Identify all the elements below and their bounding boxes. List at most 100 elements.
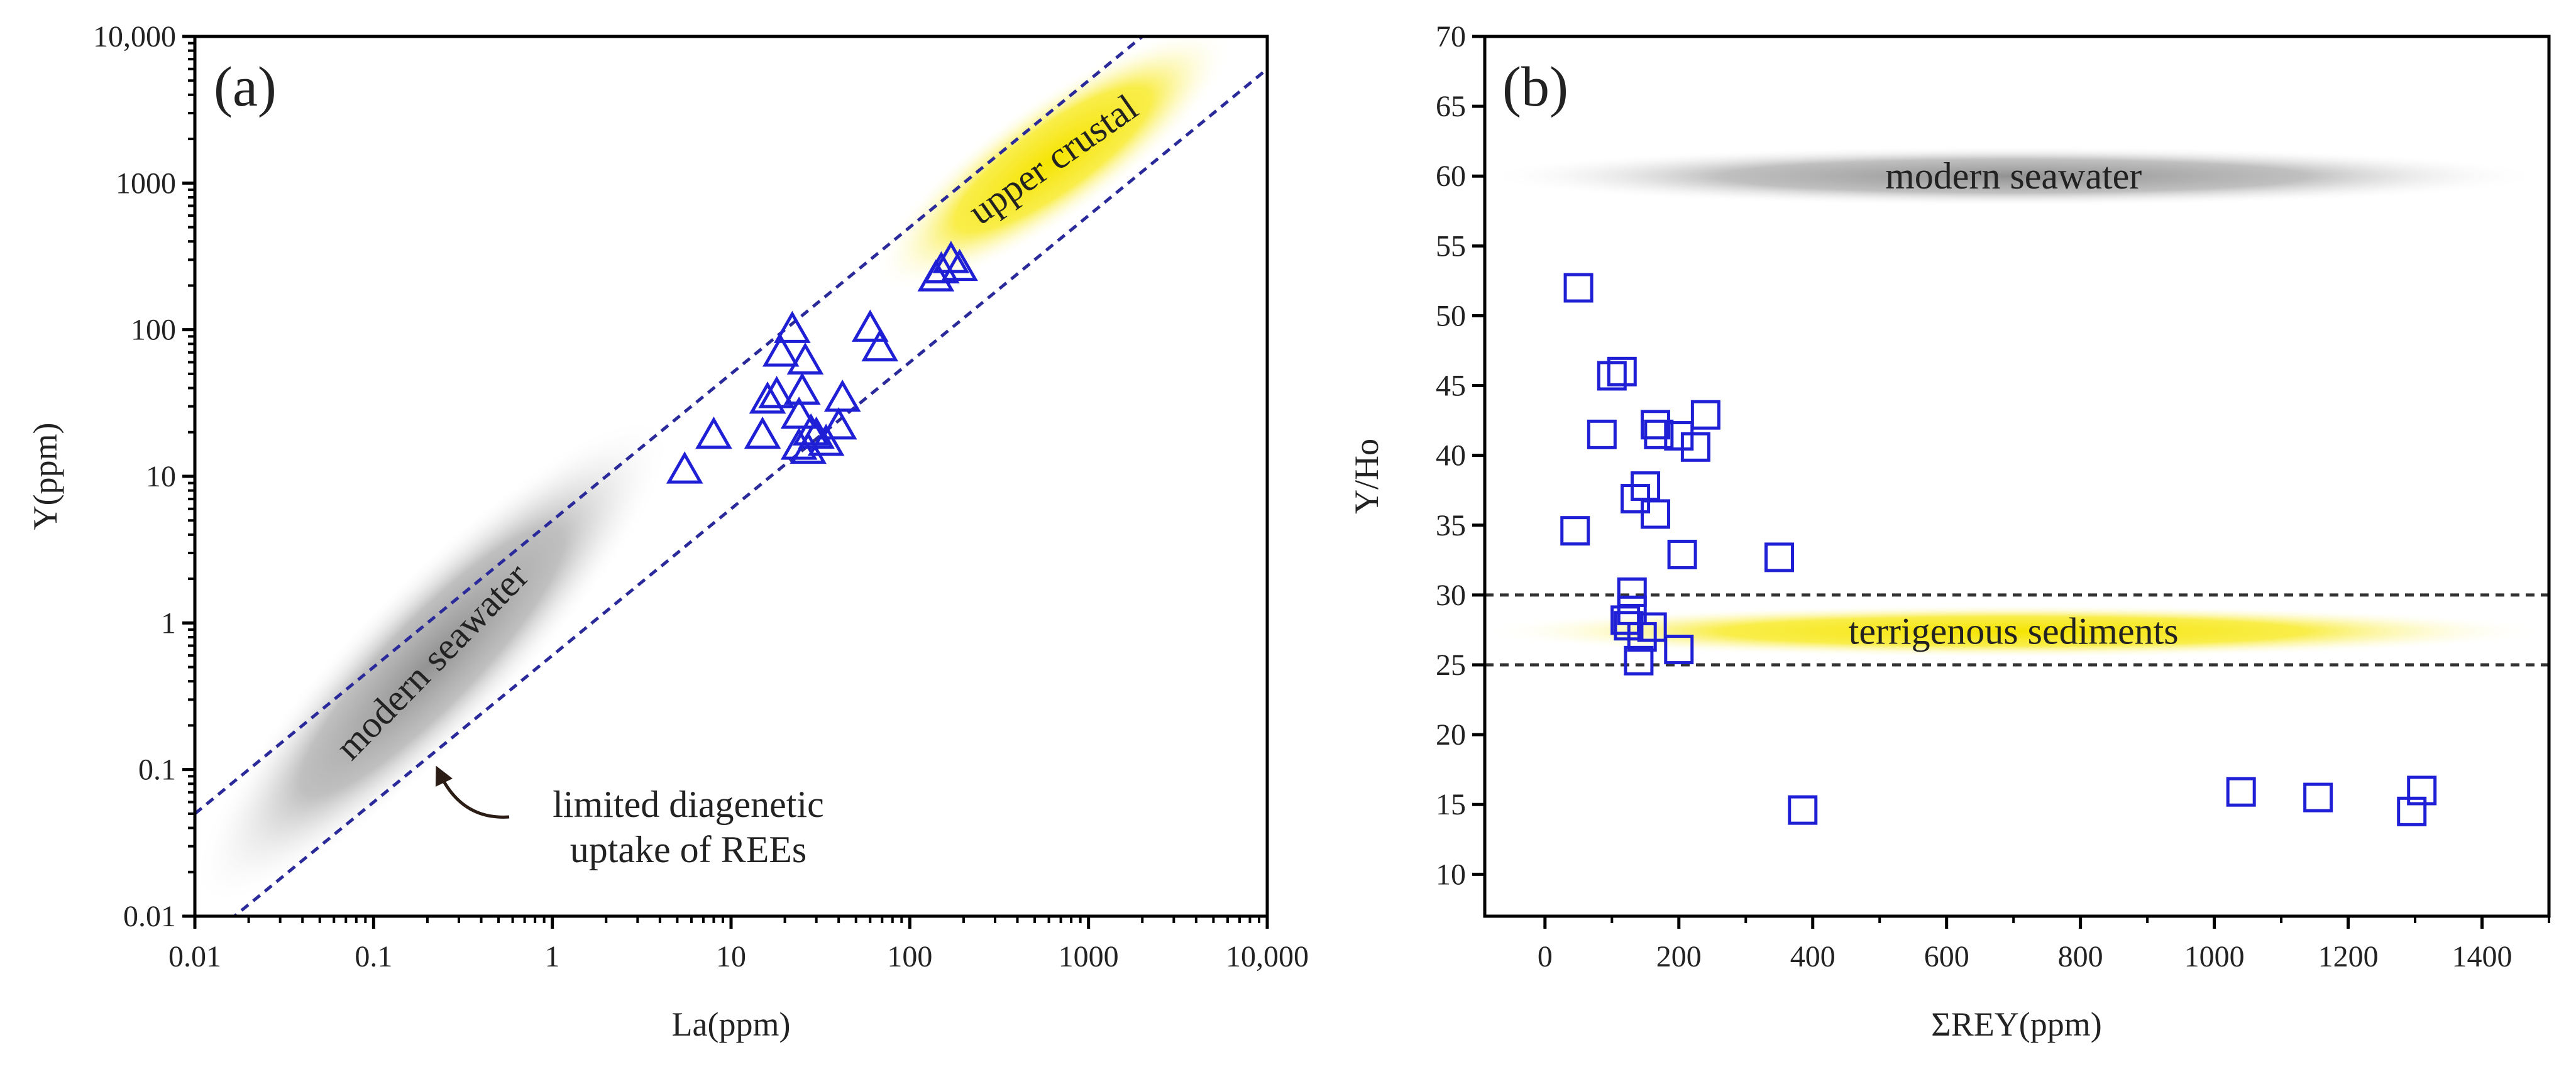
data-point — [666, 451, 703, 484]
data-point — [1644, 419, 1674, 449]
x-tick-label: 100 — [887, 940, 932, 973]
y-tick-label: 10 — [1436, 858, 1466, 891]
x-tick-label: 0.01 — [168, 940, 221, 973]
data-point — [823, 379, 861, 412]
data-point — [1597, 361, 1627, 391]
data-point — [2226, 777, 2256, 807]
data-point — [2397, 796, 2427, 826]
region-ellipse — [875, 36, 1231, 291]
data-point — [695, 416, 732, 449]
y-tick-label: 30 — [1436, 579, 1466, 612]
data-point — [807, 424, 845, 456]
x-tick-label: 1000 — [1059, 940, 1119, 973]
data-point — [780, 397, 818, 429]
reference-line — [232, 67, 1267, 916]
y-tick-label: 40 — [1436, 439, 1466, 473]
region-ellipse — [1485, 605, 2546, 658]
data-point — [749, 381, 786, 414]
y-tick-label: 0.01 — [123, 900, 176, 933]
y-tick-label: 55 — [1436, 229, 1466, 263]
data-point — [1627, 622, 1657, 652]
x-tick-label: 800 — [2058, 940, 2103, 973]
y-tick-label: 10 — [146, 460, 176, 493]
y-tick-label: 60 — [1436, 160, 1466, 193]
data-point — [2407, 775, 2437, 806]
panel-a-x-axis-title: La(ppm) — [672, 1005, 791, 1043]
data-point — [774, 310, 811, 343]
data-point — [941, 248, 978, 282]
panel-b-regions — [1485, 146, 2546, 658]
data-point — [1788, 795, 1818, 825]
x-tick-label: 10,000 — [1226, 940, 1309, 973]
data-point — [786, 342, 824, 375]
panel-b-label: (b) — [1502, 56, 1568, 118]
data-point — [1764, 542, 1795, 572]
panel-a-axes: 0.01 0.1 1 10 100 1000 10,000 0.01 0.1 1 10 100 1000… — [93, 20, 1309, 973]
data-point — [932, 241, 970, 273]
data-point — [1587, 419, 1617, 449]
panel-b-reference-lines — [1485, 593, 2549, 667]
region-ellipse — [195, 417, 671, 906]
panel-b-region-labels: modern seawater terrigenous sediments — [1849, 155, 2179, 652]
panel-b-data-points — [1560, 273, 2437, 826]
data-point — [1617, 577, 1647, 607]
y-tick-label: 0.1 — [138, 753, 176, 787]
region-label: terrigenous sediments — [1849, 611, 2179, 652]
data-point — [1560, 516, 1590, 546]
x-tick-label: 400 — [1790, 940, 1836, 973]
y-tick-label: 10,000 — [93, 20, 176, 53]
data-point — [1641, 410, 1671, 440]
data-point — [758, 376, 795, 408]
data-point — [1664, 421, 1694, 451]
data-point — [1667, 539, 1697, 569]
panel-b-plot-frame — [1483, 35, 2551, 918]
data-point — [1680, 432, 1710, 462]
panel-b: modern seawater terrigenous sediments 0 20… — [1348, 20, 2551, 1043]
y-tick-label: 45 — [1436, 369, 1466, 403]
reference-line — [195, 36, 1145, 815]
data-point — [851, 309, 889, 342]
y-tick-label: 100 — [131, 314, 176, 347]
x-tick-label: 1 — [545, 940, 560, 973]
x-tick-label: 200 — [1656, 940, 1702, 973]
x-tick-label: 10 — [716, 940, 746, 973]
x-tick-label: 0 — [1538, 940, 1553, 973]
data-point — [783, 372, 821, 405]
panel-a-reference-lines — [195, 36, 1267, 916]
panel-b-axes: 0 200 400 600 800 1000 1200 1400 10 15 20 25 30 35 40 4… — [1436, 20, 2550, 973]
x-tick-label: 1200 — [2318, 940, 2379, 973]
y-tick-label: 50 — [1436, 299, 1466, 332]
data-point — [1641, 499, 1671, 529]
panel-a-label: (a) — [214, 56, 277, 118]
panel-a-data-points — [666, 241, 978, 484]
x-tick-label: 0.1 — [355, 940, 392, 973]
data-point — [861, 329, 899, 362]
data-point — [762, 334, 800, 367]
panel-a-y-axis-title: Y(ppm) — [26, 423, 64, 530]
y-tick-label: 15 — [1436, 788, 1466, 821]
data-point — [1664, 635, 1694, 665]
data-point — [2303, 782, 2333, 813]
annotation-line-2: uptake of REEs — [570, 829, 807, 870]
data-point — [1637, 612, 1667, 642]
data-point — [1563, 273, 1593, 303]
panel-b-y-axis-title: Y/Ho — [1348, 439, 1385, 514]
annotation-arrow — [435, 765, 510, 819]
y-tick-label: 70 — [1436, 20, 1466, 53]
x-tick-label: 600 — [1924, 940, 1969, 973]
y-tick-label: 1 — [161, 606, 176, 640]
data-point — [792, 413, 830, 446]
region-ellipse — [1485, 146, 2546, 207]
y-tick-label: 20 — [1436, 718, 1466, 752]
panel-a-regions — [195, 36, 1231, 906]
data-point — [1624, 645, 1654, 676]
data-point — [1607, 356, 1637, 386]
y-tick-label: 35 — [1436, 509, 1466, 542]
data-point — [1690, 400, 1720, 430]
x-tick-label: 1400 — [2452, 940, 2513, 973]
annotation-line-1: limited diagenetic — [553, 784, 824, 825]
data-point — [820, 407, 857, 440]
